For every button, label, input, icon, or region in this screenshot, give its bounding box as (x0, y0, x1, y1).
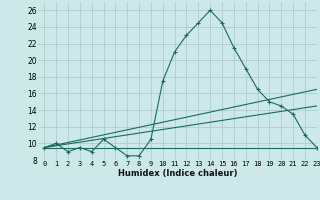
X-axis label: Humidex (Indice chaleur): Humidex (Indice chaleur) (118, 169, 237, 178)
